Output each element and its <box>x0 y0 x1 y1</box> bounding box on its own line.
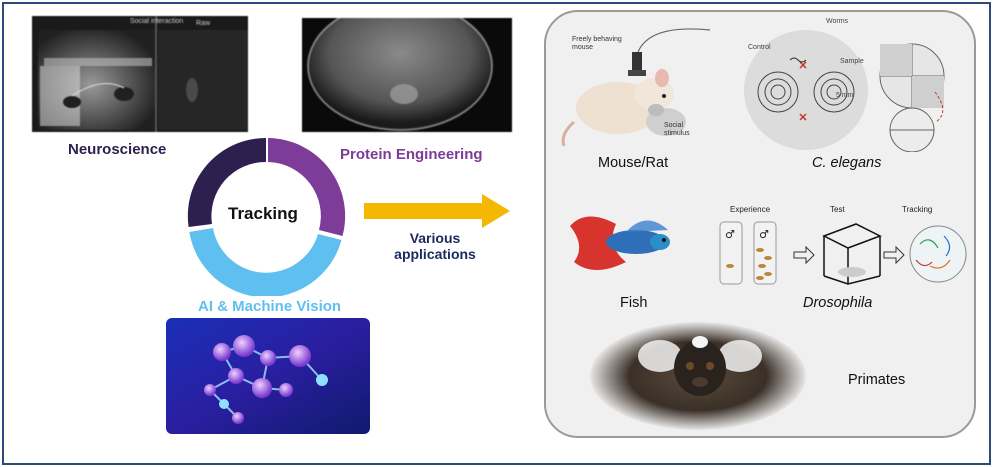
neuroscience-label: Neuroscience <box>68 141 167 158</box>
various-applications-label: Various applications <box>385 230 485 262</box>
marmoset-photo <box>638 336 762 396</box>
protein-engineering-label: Protein Engineering <box>340 146 483 163</box>
betta-fish-illustration <box>570 216 670 270</box>
mouse-rat-label: Mouse/Rat <box>598 155 669 171</box>
protein-image <box>302 18 512 132</box>
protein-segment <box>268 138 346 236</box>
tracking-label: Tracking <box>228 204 298 223</box>
ai-segment <box>189 228 342 296</box>
drosophila-label: Drosophila <box>803 295 873 311</box>
mouse-arena-photo <box>32 16 248 132</box>
arrow-label-line1: Various <box>409 230 461 246</box>
arrow-label-line2: applications <box>394 246 476 262</box>
sample-annotation: Sample <box>840 58 864 65</box>
worms-annotation: Worms <box>826 18 849 25</box>
svg-text:♂: ♂ <box>759 228 769 241</box>
tracking-step-label: Tracking <box>902 205 933 214</box>
ai-image <box>166 318 370 434</box>
fish-label: Fish <box>620 295 648 311</box>
mouse-rat-illustration <box>561 28 711 147</box>
neuroscience-image: Social interaction Raw <box>32 16 248 132</box>
drosophila-illustration: ♂ ♂ <box>719 221 967 285</box>
ai-machine-vision-label: AI & Machine Vision <box>198 298 342 315</box>
scale-annotation: 5 mm <box>836 92 854 99</box>
molecule-network-image <box>166 318 370 434</box>
social-stimulus-annotation: Social stimulus <box>664 122 690 137</box>
test-step-label: Test <box>830 205 845 214</box>
arrow-right-icon <box>364 194 510 228</box>
primate-image <box>590 322 806 430</box>
c-elegans-label: C. elegans <box>812 155 882 171</box>
neuroscience-segment <box>187 137 266 227</box>
svg-text:♂: ♂ <box>725 228 735 241</box>
tracking-donut <box>187 137 346 296</box>
experience-step-label: Experience <box>730 205 771 214</box>
social-interaction-caption: Social interaction <box>130 18 184 25</box>
raw-caption: Raw <box>196 20 211 27</box>
c-elegans-illustration <box>744 30 945 152</box>
petri-dish-photo <box>302 18 512 132</box>
control-annotation: Control <box>748 44 771 51</box>
primates-label: Primates <box>848 372 906 388</box>
freely-behaving-annotation: Freely behaving mouse <box>572 36 622 51</box>
